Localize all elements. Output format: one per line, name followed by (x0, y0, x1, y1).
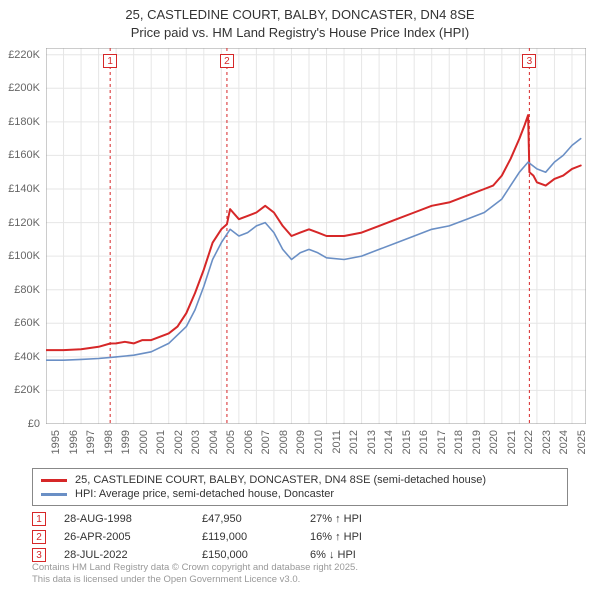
x-tick-label: 2024 (558, 430, 570, 454)
x-tick-label: 2025 (576, 430, 588, 454)
annotation-date: 28-AUG-1998 (64, 513, 184, 525)
annotation-row: 2 26-APR-2005 £119,000 16% ↑ HPI (32, 528, 568, 546)
line-chart: 1 2 3 (46, 48, 586, 424)
legend-swatch (41, 493, 67, 496)
x-tick-label: 2012 (348, 430, 360, 454)
annotation-row: 1 28-AUG-1998 £47,950 27% ↑ HPI (32, 510, 568, 528)
x-tick-label: 1995 (50, 430, 62, 454)
legend-label: HPI: Average price, semi-detached house,… (75, 488, 334, 500)
x-tick-label: 2007 (260, 430, 272, 454)
y-tick-label: £200K (8, 82, 40, 94)
legend-item: HPI: Average price, semi-detached house,… (41, 487, 559, 501)
annotation-price: £47,950 (202, 513, 292, 525)
x-tick-label: 2017 (436, 430, 448, 454)
annotation-date: 26-APR-2005 (64, 531, 184, 543)
y-tick-label: £60K (14, 317, 40, 329)
x-tick-label: 2016 (418, 430, 430, 454)
annotation-marker: 1 (32, 512, 46, 526)
x-tick-label: 2021 (506, 430, 518, 454)
y-tick-label: £140K (8, 183, 40, 195)
x-tick-label: 2005 (225, 430, 237, 454)
legend-swatch (41, 479, 67, 482)
annotation-price: £119,000 (202, 531, 292, 543)
x-tick-label: 1996 (68, 430, 80, 454)
x-tick-label: 2010 (313, 430, 325, 454)
chart-svg (46, 48, 586, 424)
x-tick-label: 2006 (243, 430, 255, 454)
y-tick-label: £0 (28, 418, 40, 430)
annotation-table: 1 28-AUG-1998 £47,950 27% ↑ HPI 2 26-APR-2005… (32, 510, 568, 564)
x-tick-label: 2000 (138, 430, 150, 454)
x-tick-label: 2009 (295, 430, 307, 454)
chart-marker-2: 2 (220, 54, 234, 68)
annotation-marker: 2 (32, 530, 46, 544)
chart-marker-3: 3 (522, 54, 536, 68)
annotation-pct: 6% ↓ HPI (310, 549, 430, 561)
x-tick-label: 2019 (471, 430, 483, 454)
x-tick-label: 2015 (401, 430, 413, 454)
x-tick-label: 2013 (366, 430, 378, 454)
legend-item: 25, CASTLEDINE COURT, BALBY, DONCASTER, … (41, 473, 559, 487)
footer-line2: This data is licensed under the Open Gov… (32, 574, 358, 586)
x-tick-label: 2003 (190, 430, 202, 454)
attribution-footer: Contains HM Land Registry data © Crown c… (32, 562, 358, 586)
annotation-date: 28-JUL-2022 (64, 549, 184, 561)
annotation-marker: 3 (32, 548, 46, 562)
y-axis: £0£20K£40K£60K£80K£100K£120K£140K£160K£1… (0, 48, 44, 424)
x-tick-label: 2002 (173, 430, 185, 454)
legend-label: 25, CASTLEDINE COURT, BALBY, DONCASTER, … (75, 474, 486, 486)
title-line1: 25, CASTLEDINE COURT, BALBY, DONCASTER, … (0, 6, 600, 24)
x-tick-label: 1999 (120, 430, 132, 454)
y-tick-label: £220K (8, 49, 40, 61)
x-tick-label: 2001 (155, 430, 167, 454)
x-tick-label: 2004 (208, 430, 220, 454)
x-tick-label: 2008 (278, 430, 290, 454)
legend: 25, CASTLEDINE COURT, BALBY, DONCASTER, … (32, 468, 568, 506)
x-tick-label: 2020 (488, 430, 500, 454)
chart-title: 25, CASTLEDINE COURT, BALBY, DONCASTER, … (0, 0, 600, 41)
chart-marker-1: 1 (103, 54, 117, 68)
x-tick-label: 2018 (453, 430, 465, 454)
y-tick-label: £120K (8, 217, 40, 229)
annotation-price: £150,000 (202, 549, 292, 561)
x-tick-label: 2011 (331, 430, 343, 454)
x-tick-label: 2023 (541, 430, 553, 454)
x-tick-label: 2022 (523, 430, 535, 454)
y-tick-label: £80K (14, 284, 40, 296)
y-tick-label: £160K (8, 149, 40, 161)
y-tick-label: £20K (14, 384, 40, 396)
annotation-pct: 16% ↑ HPI (310, 531, 430, 543)
annotation-pct: 27% ↑ HPI (310, 513, 430, 525)
y-tick-label: £40K (14, 351, 40, 363)
footer-line1: Contains HM Land Registry data © Crown c… (32, 562, 358, 574)
x-tick-label: 1998 (103, 430, 115, 454)
y-tick-label: £180K (8, 116, 40, 128)
x-axis: 1995 1996 1997 1998 1999 2000 2001 2002 2003 2004… (46, 428, 586, 464)
x-tick-label: 2014 (383, 430, 395, 454)
y-tick-label: £100K (8, 250, 40, 262)
x-tick-label: 1997 (85, 430, 97, 454)
title-line2: Price paid vs. HM Land Registry's House … (0, 24, 600, 42)
